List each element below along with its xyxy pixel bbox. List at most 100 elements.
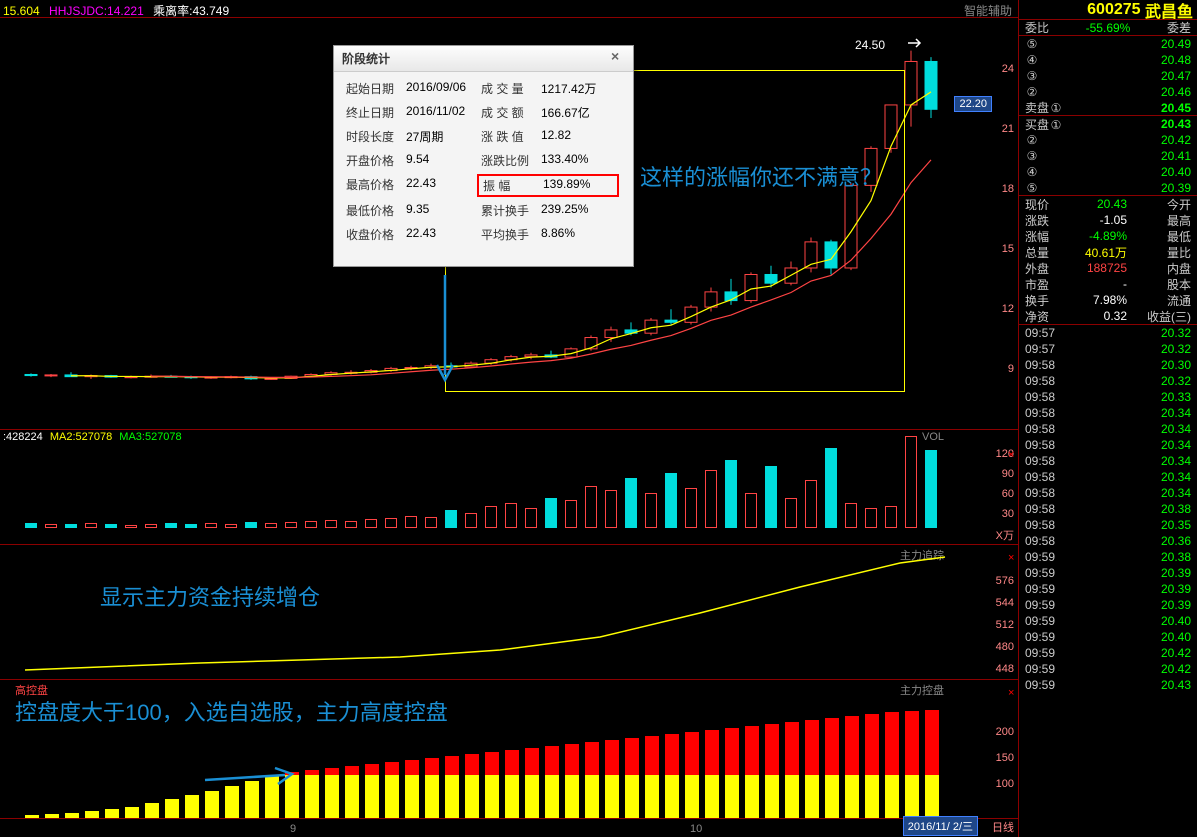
control-bar-yellow <box>825 775 839 818</box>
control-bar-red <box>325 768 339 775</box>
tick-row: 09:5920.42 <box>1019 661 1197 677</box>
main-tracking-chart[interactable]: 主力追踪 576544512480448 <box>0 545 1018 680</box>
dialog-row: 开盘价格 9.54 涨跌比例133.40% <box>346 152 621 169</box>
dialog-body: 起始日期 2016/09/06 成 交 量1217.42万 终止日期 2016/… <box>334 72 633 258</box>
tick-row: 09:5820.33 <box>1019 389 1197 405</box>
commission-ratio-row: 委比 -55.69% 委差 <box>1019 20 1197 36</box>
ask-row[interactable]: ⑤20.49 <box>1019 36 1197 52</box>
tick-list[interactable]: 09:5720.3209:5720.3209:5820.3009:5820.32… <box>1019 325 1197 693</box>
close-x-icon[interactable]: × <box>1008 449 1014 461</box>
control-bar-red <box>405 760 419 775</box>
volume-bar <box>665 473 677 528</box>
quote-panel: 600275 武昌鱼 委比 -55.69% 委差 ⑤20.49④20.48③20… <box>1018 0 1197 837</box>
y-axis-label: 24 <box>1002 63 1014 75</box>
info-row: 市盈-股本 <box>1019 276 1197 292</box>
control-bar-yellow <box>505 775 519 818</box>
bid-row[interactable]: ③20.41 <box>1019 148 1197 164</box>
indicator-3: 乘离率:43.749 <box>153 4 229 18</box>
bid-row[interactable]: ④20.40 <box>1019 164 1197 180</box>
ratio-label: 委比 <box>1025 19 1049 36</box>
volume-bar <box>565 500 577 528</box>
control-bar-red <box>465 754 479 775</box>
tick-row: 09:5920.39 <box>1019 581 1197 597</box>
tick-row: 09:5820.38 <box>1019 501 1197 517</box>
arrow-down-icon <box>425 270 465 390</box>
info-row: 换手7.98%流通 <box>1019 292 1197 308</box>
volume-bar <box>505 503 517 528</box>
bid-row[interactable]: ②20.42 <box>1019 132 1197 148</box>
tick-row: 09:5820.34 <box>1019 485 1197 501</box>
volume-bar <box>405 516 417 528</box>
y-axis-label: 21 <box>1002 123 1014 135</box>
ask-row[interactable]: ④20.48 <box>1019 52 1197 68</box>
control-bar-yellow <box>605 775 619 818</box>
volume-bar <box>705 470 717 528</box>
tick-row: 09:5920.40 <box>1019 613 1197 629</box>
info-row: 涨幅-4.89%最低 <box>1019 228 1197 244</box>
control-bar-yellow <box>845 775 859 818</box>
control-bar-red <box>605 740 619 775</box>
volume-bar <box>145 524 157 528</box>
ratio-value: -55.69% <box>1086 21 1131 35</box>
control-bar-yellow <box>105 809 119 818</box>
volume-bar <box>345 521 357 528</box>
y-axis-label: 60 <box>1002 488 1014 500</box>
tick-row: 09:5820.36 <box>1019 533 1197 549</box>
control-bar-red <box>445 756 459 775</box>
control-bar-yellow <box>565 775 579 818</box>
dialog-row: 最高价格 22.43 振 幅139.89% <box>346 176 621 195</box>
close-x-icon[interactable]: × <box>1008 687 1014 699</box>
tick-row: 09:5920.43 <box>1019 677 1197 693</box>
control-bar-yellow <box>185 795 199 818</box>
volume-bar <box>245 522 257 528</box>
tick-row: 09:5820.34 <box>1019 469 1197 485</box>
control-bar-red <box>805 720 819 775</box>
close-x-icon[interactable]: × <box>1008 552 1014 564</box>
control-bar-yellow <box>545 775 559 818</box>
bid-row[interactable]: 买盘①20.43 <box>1019 116 1197 132</box>
control-bar-red <box>305 770 319 775</box>
ask-row[interactable]: 卖盘①20.45 <box>1019 100 1197 116</box>
control-bar-red <box>525 748 539 775</box>
vol-unit-label: X万 <box>996 527 1014 543</box>
tick-row: 09:5820.34 <box>1019 421 1197 437</box>
volume-bar <box>625 478 637 528</box>
volume-bar <box>805 480 817 528</box>
y-axis-label: 544 <box>996 597 1014 609</box>
volume-bar <box>845 503 857 528</box>
bid-levels: 买盘①20.43②20.42③20.41④20.40⑤20.39 <box>1019 116 1197 196</box>
main-chart-area: 15.604 HHJSJDC:14.221 乘离率:43.749 智能辅助 24… <box>0 0 1018 837</box>
volume-bar <box>905 436 917 528</box>
vol-indicator: :428224 <box>3 431 43 443</box>
stock-code: 600275 <box>1087 1 1140 19</box>
control-bar-red <box>845 716 859 775</box>
ask-levels: ⑤20.49④20.48③20.47②20.46卖盘①20.45 <box>1019 36 1197 116</box>
control-bar-yellow <box>485 775 499 818</box>
control-bar-yellow <box>905 775 919 818</box>
volume-bar <box>65 524 77 528</box>
stats-dialog[interactable]: 阶段统计 × 起始日期 2016/09/06 成 交 量1217.42万 终止日… <box>333 45 634 267</box>
volume-bar <box>205 523 217 528</box>
volume-chart[interactable]: :428224 MA2:527078 MA3:527078 VOL X万 120… <box>0 430 1018 545</box>
dialog-title-bar[interactable]: 阶段统计 × <box>334 46 633 72</box>
indicator-2: HHJSJDC:14.221 <box>49 4 144 18</box>
control-bar-yellow <box>405 775 419 818</box>
vol-ma3: MA3:527078 <box>119 431 181 443</box>
volume-bar <box>45 524 57 528</box>
ask-row[interactable]: ③20.47 <box>1019 68 1197 84</box>
volume-bar <box>465 513 477 528</box>
control-bar-red <box>345 766 359 775</box>
control-bar-red <box>485 752 499 775</box>
volume-bar <box>485 506 497 528</box>
volume-bar <box>225 524 237 528</box>
control-bar-red <box>665 734 679 775</box>
volume-bar <box>265 523 277 528</box>
control-bar-red <box>585 742 599 775</box>
ask-row[interactable]: ②20.46 <box>1019 84 1197 100</box>
control-bar-yellow <box>805 775 819 818</box>
close-icon[interactable]: × <box>611 49 627 65</box>
bid-row[interactable]: ⑤20.39 <box>1019 180 1197 196</box>
volume-bar <box>885 506 897 528</box>
stock-header[interactable]: 600275 武昌鱼 <box>1019 0 1197 20</box>
tick-row: 09:5820.34 <box>1019 405 1197 421</box>
